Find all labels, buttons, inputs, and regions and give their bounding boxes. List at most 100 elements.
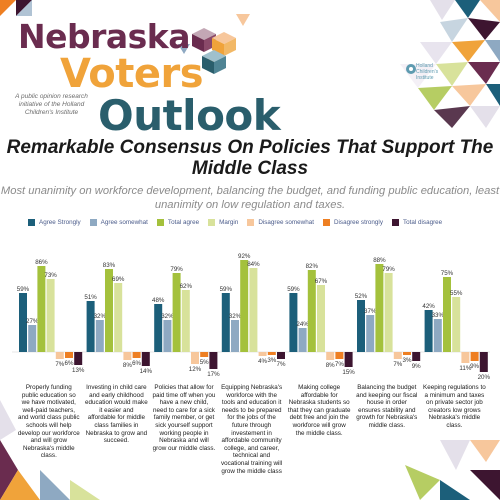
legend-swatch [89, 219, 97, 226]
category-label-7: Keeping regulations to a minimum and tax… [423, 384, 486, 429]
data-label-disagree_somewhat-3: 12% [189, 366, 202, 373]
data-label-disagree_strongly-3: 5% [200, 359, 209, 366]
data-label-disagree_strongly-5: 7% [335, 361, 344, 368]
data-label-total_agree-5: 82% [306, 263, 319, 270]
data-label-disagree_strongly-1: 6% [65, 360, 74, 367]
legend-item-disagree_strongly: Disagree strongly [322, 219, 383, 226]
data-label-agree_strongly-5: 59% [287, 286, 300, 293]
bar-agree_somewhat-5 [298, 328, 307, 352]
bar-margin-5 [317, 285, 325, 352]
bar-agree_somewhat-2 [95, 320, 104, 352]
data-label-margin-6: 79% [382, 266, 395, 273]
category-label-1: Properly funding public education so we … [17, 384, 80, 460]
cubes-logo-icon [192, 28, 236, 74]
legend-swatch [391, 219, 399, 226]
data-label-agree_strongly-3: 48% [152, 297, 165, 304]
bar-agree_strongly-5 [289, 293, 298, 352]
bar-disagree_somewhat-5 [326, 352, 335, 360]
bar-disagree_somewhat-3 [191, 352, 199, 364]
brand-tagline: A public opinion research initiative of … [15, 93, 88, 116]
data-label-total_agree-3: 79% [170, 266, 183, 273]
data-label-total_disagree-2: 14% [140, 368, 153, 375]
legend-label: Disagree strongly [333, 219, 383, 226]
legend-swatch [156, 219, 164, 226]
data-label-margin-3: 62% [180, 283, 193, 290]
data-label-disagree_somewhat-7: 11% [459, 365, 471, 372]
bar-disagree_somewhat-7 [461, 352, 470, 363]
data-label-margin-4: 84% [247, 261, 260, 268]
data-label-disagree_somewhat-1: 7% [55, 361, 64, 368]
institute-name: Holland Children's Institute [416, 63, 439, 81]
data-label-total_agree-6: 88% [373, 257, 386, 264]
bar-disagree_strongly-1 [65, 352, 73, 358]
bar-margin-1 [46, 279, 55, 352]
bar-disagree_somewhat-2 [123, 352, 132, 360]
bar-disagree_strongly-6 [403, 352, 411, 355]
data-label-agree_strongly-2: 51% [84, 294, 97, 301]
data-label-disagree_somewhat-6: 7% [393, 361, 402, 368]
bar-disagree_somewhat-1 [55, 352, 64, 359]
bar-total_disagree-1 [74, 352, 83, 365]
data-label-disagree_strongly-2: 6% [132, 360, 141, 367]
data-label-total_agree-4: 92% [238, 253, 251, 260]
data-label-disagree_strongly-7: 9% [470, 363, 479, 370]
brand-name-line1: Nebraska [18, 17, 191, 56]
bar-total_agree-6 [375, 264, 384, 352]
data-label-margin-1: 73% [44, 272, 57, 279]
data-label-total_disagree-4: 7% [277, 361, 286, 368]
bar-total_disagree-7 [479, 352, 488, 372]
data-label-agree_somewhat-3: 32% [161, 313, 174, 320]
bar-disagree_strongly-4 [267, 352, 276, 355]
bar-total_agree-3 [172, 273, 181, 352]
legend-label: Agree Strongly [39, 219, 81, 226]
bar-margin-2 [114, 283, 123, 352]
brand-name-line3: Outlook [98, 91, 281, 140]
bar-agree_somewhat-6 [366, 315, 375, 352]
data-label-margin-7: 55% [450, 290, 463, 297]
category-label-4: Equipping Nebraska's workforce with the … [220, 384, 283, 475]
data-label-disagree_strongly-4: 3% [267, 357, 276, 364]
bar-total_agree-7 [443, 277, 451, 352]
bar-agree_somewhat-1 [28, 325, 37, 352]
data-label-disagree_somewhat-2: 8% [123, 362, 132, 369]
bar-disagree_strongly-7 [470, 352, 479, 361]
bar-agree_somewhat-4 [231, 320, 239, 352]
bar-total_disagree-2 [141, 352, 150, 366]
data-label-agree_strongly-4: 59% [220, 286, 233, 293]
bar-agree_strongly-3 [154, 304, 163, 352]
data-label-agree_somewhat-2: 32% [94, 313, 107, 320]
data-label-total_disagree-7: 20% [478, 374, 491, 381]
bar-margin-3 [181, 290, 190, 352]
chart-subtitle: Most unanimity on workforce development,… [0, 185, 500, 211]
bar-total_agree-1 [37, 266, 46, 352]
bar-total_agree-5 [307, 270, 316, 352]
data-label-agree_somewhat-4: 32% [229, 313, 242, 320]
data-label-total_agree-7: 75% [441, 270, 454, 277]
bar-agree_strongly-7 [424, 310, 433, 352]
data-label-margin-2: 69% [112, 276, 125, 283]
legend-swatch [28, 219, 35, 226]
bar-total_agree-2 [105, 269, 113, 352]
legend-item-total_agree: Total agree [156, 219, 199, 226]
legend-swatch [208, 219, 216, 226]
data-label-agree_somewhat-7: 33% [432, 312, 445, 319]
bar-disagree_somewhat-6 [393, 352, 402, 359]
chart-title: Remarkable Consensus On Policies That Su… [6, 137, 494, 179]
bar-total_disagree-4 [277, 352, 285, 359]
legend-label: Margin [219, 219, 239, 226]
legend-swatch [247, 219, 255, 226]
data-label-margin-5: 67% [315, 278, 328, 285]
brand-wordmark: Nebraska Voters’ Outlook [18, 17, 281, 140]
data-label-agree_strongly-1: 59% [17, 286, 30, 293]
institute-logo-icon [406, 64, 416, 74]
legend-swatch [322, 219, 330, 226]
data-label-total_agree-1: 86% [35, 259, 48, 266]
legend-label: Disagree somewhat [258, 219, 314, 226]
bar-disagree_strongly-3 [200, 352, 209, 357]
legend-item-agree_strongly: Agree Strongly [28, 219, 81, 226]
data-label-total_disagree-1: 13% [72, 367, 85, 374]
bar-margin-4 [249, 268, 258, 352]
bar-disagree_strongly-2 [132, 352, 141, 358]
data-label-total_disagree-6: 9% [412, 363, 421, 370]
